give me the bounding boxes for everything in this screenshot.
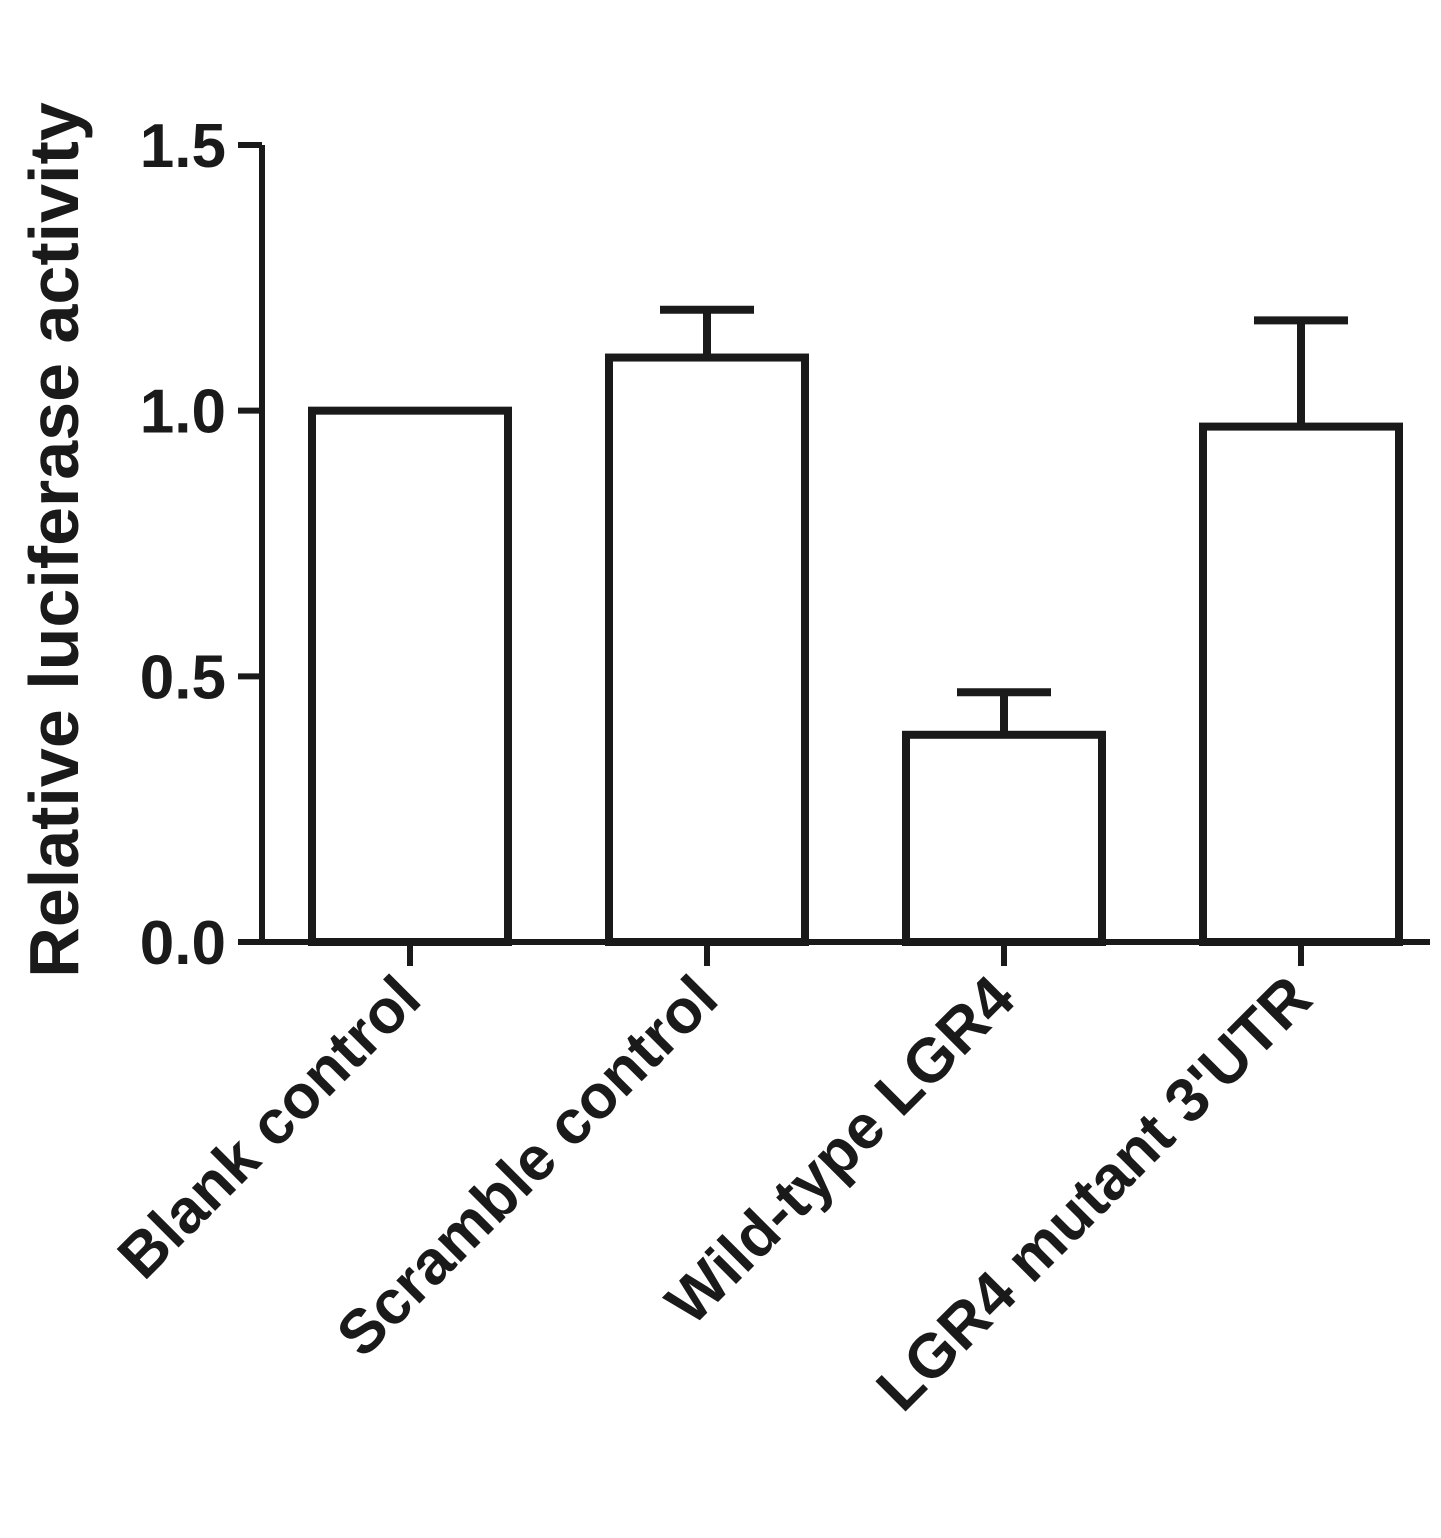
bar: [902, 730, 1106, 947]
bar: [308, 406, 512, 946]
y-axis-label: Relative luciferase activity: [15, 102, 93, 978]
bar: [605, 353, 809, 946]
y-tick-label: 1.5: [140, 112, 226, 181]
axes-layer: [259, 145, 1430, 945]
bars-layer: [308, 353, 1403, 947]
y-tick-label: 0.5: [140, 643, 226, 712]
y-tick-label: 1.0: [140, 378, 226, 447]
y-ticks: 0.0 0.5 1.0 1.5: [140, 112, 262, 978]
x-tick-label: Blank control: [105, 963, 434, 1292]
bar: [1199, 422, 1403, 946]
error-bars-layer: [660, 305, 1348, 735]
y-tick-label: 0.0: [140, 909, 226, 978]
